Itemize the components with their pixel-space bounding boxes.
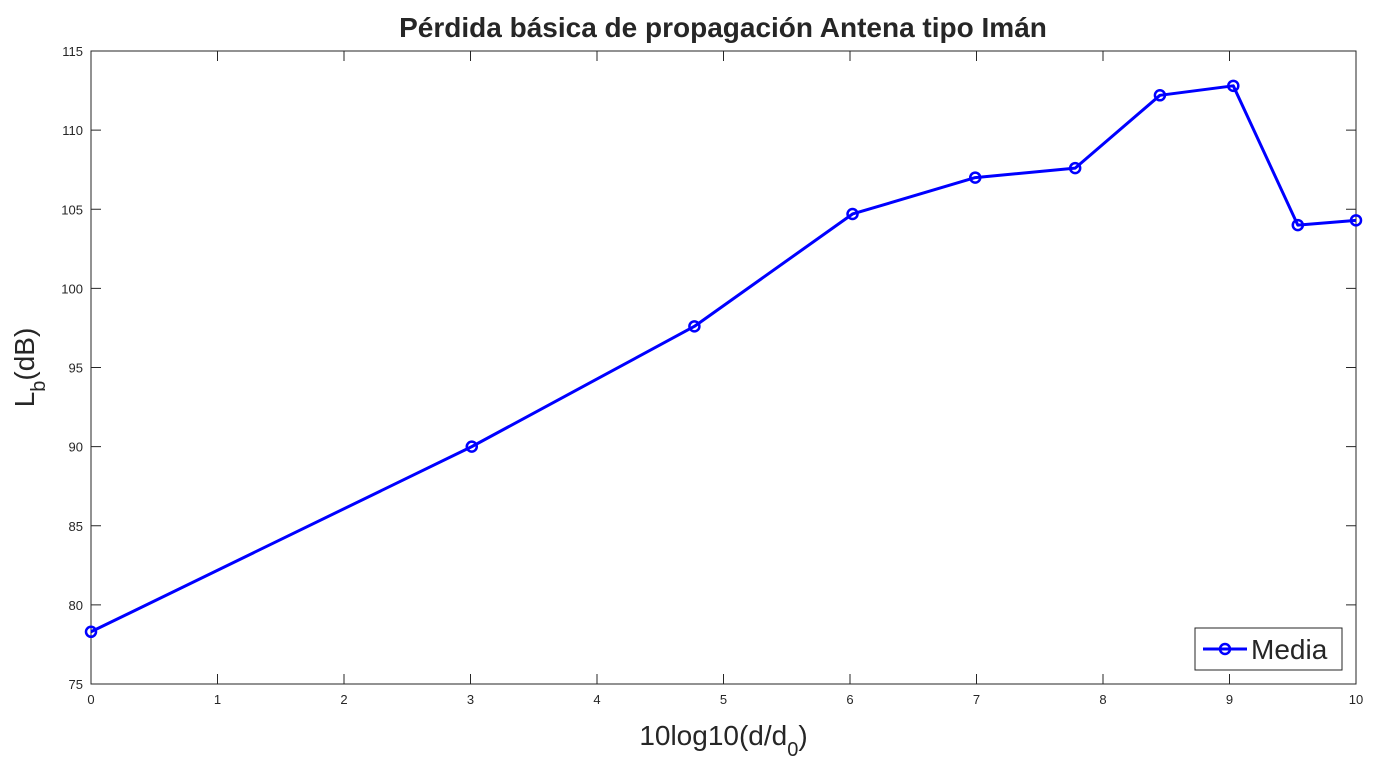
- y-axis-label-part: L: [9, 392, 40, 408]
- data-marker: [465, 440, 479, 453]
- data-marker: [1291, 218, 1305, 232]
- x-tick-label: 10: [1349, 692, 1363, 707]
- x-axis-label: 10log10(d/d0): [639, 720, 807, 757]
- data-marker: [846, 207, 859, 221]
- data-marker: [688, 320, 701, 333]
- x-tick-label: 6: [846, 692, 853, 707]
- data-marker: [1068, 161, 1082, 175]
- legend-label: Media: [1251, 634, 1328, 665]
- x-tick-label: 1: [214, 692, 221, 707]
- y-axis-label-part: (dB): [9, 328, 40, 381]
- data-marker: [1153, 89, 1167, 102]
- x-tick-label: 7: [973, 692, 980, 707]
- x-tick-label: 3: [467, 692, 474, 707]
- x-axis-label-part: 10log10(d/d: [639, 720, 787, 751]
- y-tick-label: 110: [62, 123, 83, 138]
- y-axis-label: Lb(dB): [9, 328, 50, 408]
- data-marker: [1227, 79, 1240, 93]
- data-marker: [968, 171, 982, 184]
- data-marker: [1349, 214, 1363, 227]
- y-tick-label: 80: [69, 598, 83, 613]
- x-tick-label: 5: [720, 692, 727, 707]
- x-tick-label: 8: [1099, 692, 1106, 707]
- data-marker: [84, 625, 98, 639]
- x-tick-label: 4: [593, 692, 600, 707]
- x-tick-label: 9: [1226, 692, 1233, 707]
- y-axis-label-part: b: [28, 381, 50, 392]
- y-tick-label: 105: [61, 202, 83, 217]
- x-tick-label: 2: [340, 692, 347, 707]
- y-tick-label: 95: [69, 361, 83, 376]
- x-axis-label-part: 0: [787, 739, 798, 757]
- y-tick-label: 85: [69, 519, 83, 534]
- legend-marker: [1218, 642, 1232, 656]
- y-tick-label: 75: [69, 677, 83, 692]
- x-axis-label-part: ): [798, 720, 807, 751]
- y-tick-label: 115: [62, 44, 83, 59]
- chart-title: Pérdida básica de propagación Antena tip…: [399, 12, 1047, 43]
- data-line: [90, 84, 1357, 634]
- y-tick-label: 100: [61, 281, 83, 296]
- y-tick-label: 90: [69, 440, 83, 455]
- legend: Media: [1194, 627, 1343, 671]
- x-tick-label: 0: [87, 692, 94, 707]
